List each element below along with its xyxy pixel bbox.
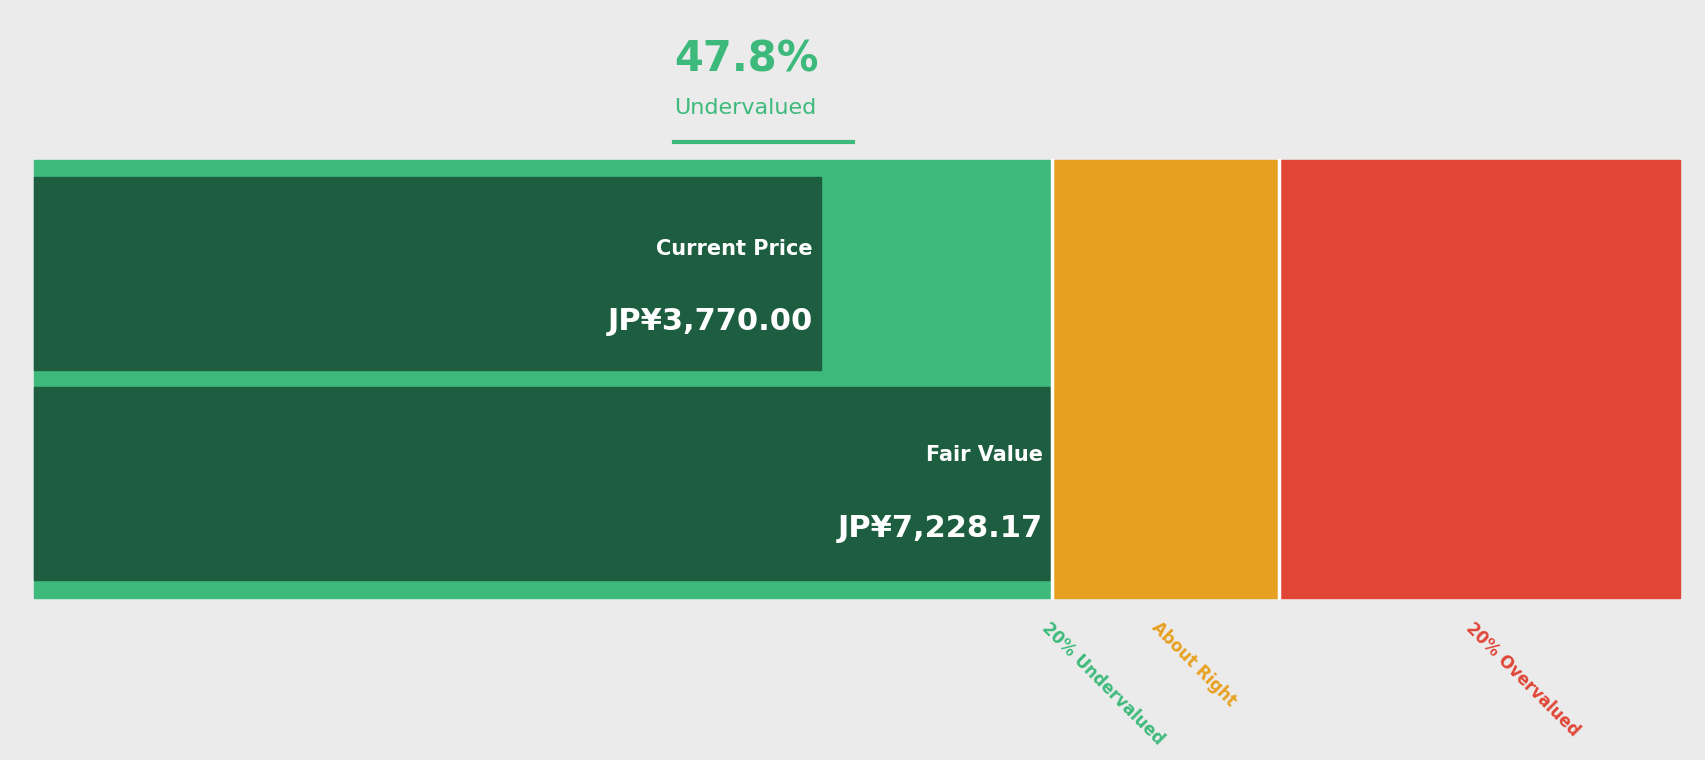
Text: Current Price: Current Price (655, 239, 812, 258)
Bar (1050, 160, 1279, 598)
Text: About Right: About Right (1147, 619, 1240, 711)
Text: 47.8%: 47.8% (673, 38, 818, 80)
Text: 20% Undervalued: 20% Undervalued (1037, 619, 1166, 748)
Text: Undervalued: Undervalued (673, 98, 815, 118)
Bar (34, 160, 1050, 598)
Bar (34, 388, 1050, 581)
Bar (34, 177, 820, 370)
Text: Fair Value: Fair Value (926, 445, 1042, 465)
Text: JP¥7,228.17: JP¥7,228.17 (837, 514, 1042, 543)
Text: JP¥3,770.00: JP¥3,770.00 (607, 307, 812, 337)
Bar (1279, 160, 1679, 598)
Text: 20% Overvalued: 20% Overvalued (1461, 619, 1582, 739)
